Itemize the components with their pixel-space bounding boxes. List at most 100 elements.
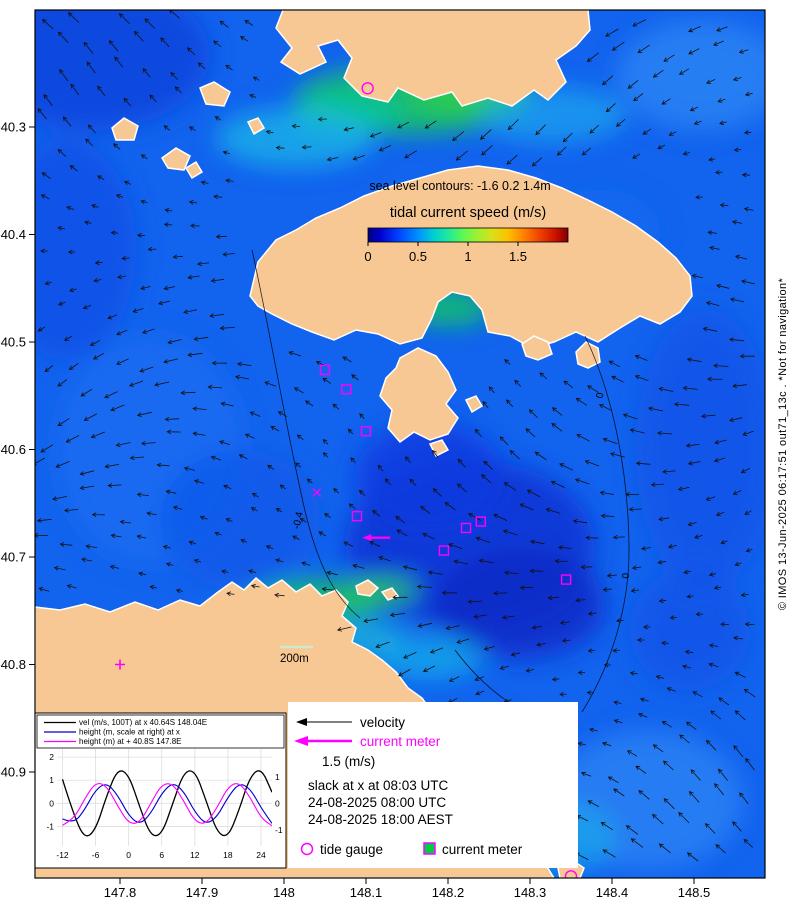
velocity-arrow <box>629 671 638 676</box>
velocity-arrow <box>244 20 254 26</box>
velocity-arrow <box>172 254 183 260</box>
velocity-arrow <box>514 379 522 387</box>
velocity-arrow <box>183 309 197 314</box>
velocity-arrow <box>452 131 465 142</box>
velocity-arrow <box>404 456 411 464</box>
inset-legend-label-height-x: height (m, scale at right) at x <box>79 728 180 737</box>
inset-yright-tick-label: 1 <box>275 772 280 782</box>
velocity-arrow <box>326 570 338 576</box>
velocity-arrow <box>192 406 207 412</box>
velocity-arrow <box>525 428 536 438</box>
land-large-island <box>249 165 693 349</box>
velocity-arrow <box>475 690 485 696</box>
velocity-arrow <box>322 452 329 458</box>
velocity-arrow <box>52 496 67 501</box>
velocity-arrow <box>534 451 547 461</box>
velocity-arrow <box>275 558 284 563</box>
velocity-arrow <box>633 93 644 102</box>
velocity-arrow <box>110 404 125 412</box>
velocity-arrow <box>687 521 697 527</box>
velocity-arrow <box>572 519 588 524</box>
velocity-arrow <box>574 478 590 485</box>
velocity-arrow <box>530 539 545 545</box>
velocity-arrow <box>602 849 616 858</box>
velocity-arrow <box>745 547 753 553</box>
velocity-arrow <box>87 124 96 134</box>
velocity-arrow <box>107 483 122 488</box>
velocity-arrow <box>348 503 356 510</box>
map-border <box>34 9 766 879</box>
velocity-arrow <box>188 540 197 546</box>
velocity-arrow <box>116 329 128 336</box>
velocity-arrow <box>733 147 742 153</box>
velocity-arrow <box>529 568 544 574</box>
velocity-arrow <box>432 488 442 497</box>
velocity-arrow <box>602 741 612 747</box>
velocity-arrow <box>417 622 433 628</box>
colorbar-tick-05: 0.5 <box>409 249 427 264</box>
velocity-arrow <box>707 230 717 236</box>
velocity-arrow <box>718 697 730 706</box>
velocity-arrow <box>611 375 624 383</box>
inset-chart: -12 -6 0 6 12 18 24 2 1 0 -1 1 0 -1 vel (m/s, 100T) a… <box>34 712 287 869</box>
velocity-arrow <box>678 68 690 75</box>
velocity-arrow <box>422 533 436 540</box>
velocity-arrow <box>199 515 208 521</box>
velocity-arrow <box>91 204 99 209</box>
velocity-arrow <box>706 79 716 84</box>
velocity-arrow <box>441 590 457 596</box>
velocity-arrow <box>638 790 650 800</box>
velocity-arrow <box>350 457 356 464</box>
velocity-arrow <box>358 489 366 496</box>
lon-tick-label: 148.5 <box>678 885 711 900</box>
velocity-arrow <box>666 687 676 692</box>
velocity-arrow <box>506 154 518 165</box>
islet-i <box>521 335 553 361</box>
velocity-arrow <box>603 662 612 668</box>
velocity-arrow <box>740 468 750 474</box>
velocity-arrow <box>336 626 352 632</box>
velocity-arrow <box>475 536 491 543</box>
velocity-arrow <box>577 741 586 747</box>
velocity-arrow <box>384 478 392 486</box>
velocity-arrow <box>240 539 248 544</box>
velocity-arrow-field <box>35 10 756 862</box>
velocity-arrow <box>732 821 742 832</box>
velocity-arrow <box>429 647 443 654</box>
velocity-arrow <box>695 194 703 200</box>
velocity-arrow <box>225 178 234 184</box>
velocity-arrow <box>139 366 154 373</box>
velocity-arrow <box>550 480 565 488</box>
velocity-arrow <box>662 760 674 771</box>
colorbar-tick-15: 1.5 <box>509 249 527 264</box>
velocity-arrow <box>715 511 725 517</box>
inset-x-tick-label: 0 <box>126 850 131 860</box>
velocity-arrow <box>714 783 725 796</box>
velocity-arrow <box>713 363 729 369</box>
velocity-arrow <box>322 439 329 445</box>
velocity-arrow <box>225 64 233 71</box>
velocity-arrow <box>110 533 122 539</box>
velocity-arrow <box>605 103 616 113</box>
velocity-arrow <box>58 301 66 306</box>
velocity-arrow <box>519 503 534 511</box>
velocity-arrow <box>589 727 598 733</box>
velocity-arrow <box>317 116 327 122</box>
velocity-arrow <box>682 664 692 670</box>
inset-yright-tick-label: -1 <box>275 825 283 835</box>
velocity-arrow <box>719 202 729 208</box>
velocity-arrow <box>226 591 235 597</box>
velocity-arrow <box>97 175 105 181</box>
tide-gauge-marker <box>361 82 374 95</box>
inset-x-tick-label: 6 <box>159 850 164 860</box>
instrument-markers <box>115 82 578 878</box>
velocity-arrow <box>729 417 743 423</box>
velocity-arrow <box>250 507 258 512</box>
velocity-arrow <box>742 430 754 436</box>
velocity-arrow <box>575 397 588 406</box>
velocity-arrow <box>733 635 743 641</box>
velocity-arrow <box>264 381 277 387</box>
velocity-arrow <box>55 461 70 468</box>
velocity-arrow <box>343 126 355 132</box>
velocity-arrow <box>733 745 744 758</box>
